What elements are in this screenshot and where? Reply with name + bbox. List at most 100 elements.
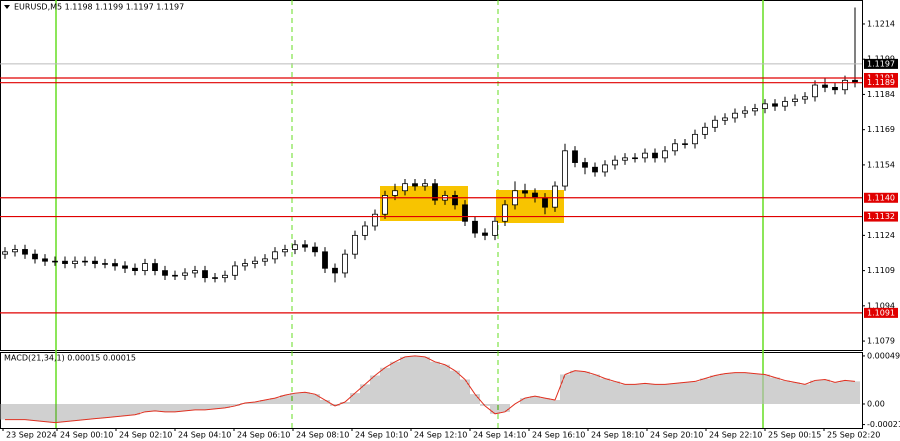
candle-body xyxy=(342,253,348,274)
candle-body xyxy=(762,103,768,109)
candle-body xyxy=(262,258,268,262)
candle-body xyxy=(242,263,248,267)
y-tick-label: 1.1094 xyxy=(867,301,895,310)
candle-body xyxy=(402,183,408,192)
candle-body xyxy=(832,86,838,91)
y-tick-label: 1.1154 xyxy=(867,160,895,169)
x-tick-label: 25 Sep 00:15 xyxy=(768,431,821,440)
candle-body xyxy=(152,263,158,272)
candle-body xyxy=(322,251,328,269)
candle-body xyxy=(532,192,538,199)
candle-body xyxy=(622,157,628,161)
y-tick-label: 1.1169 xyxy=(867,125,895,134)
candle-body xyxy=(492,220,498,236)
candle-body xyxy=(422,183,428,187)
x-tick-label: 24 Sep 04:10 xyxy=(178,431,231,440)
candle-body xyxy=(542,197,548,208)
candle-body xyxy=(702,126,708,135)
candle-body xyxy=(712,119,718,128)
candle-body xyxy=(192,270,198,274)
candle-body xyxy=(302,244,308,248)
candle-body xyxy=(772,103,778,107)
candle-body xyxy=(472,220,478,234)
candle-body xyxy=(332,267,338,274)
x-tick-label: 24 Sep 00:10 xyxy=(60,431,113,440)
level-label: 1.1140 xyxy=(867,193,895,202)
price-label-bg xyxy=(864,58,898,69)
x-tick-label: 24 Sep 02:10 xyxy=(119,431,172,440)
candle-body xyxy=(112,263,118,267)
x-tick-label: 24 Sep 10:10 xyxy=(355,431,408,440)
candle-body xyxy=(362,225,368,236)
x-tick-label: 24 Sep 22:10 xyxy=(709,431,762,440)
level-label-bg xyxy=(864,192,898,203)
candle-body xyxy=(642,152,648,159)
candle-body xyxy=(562,150,568,187)
candle-body xyxy=(432,183,438,201)
candle-body xyxy=(592,166,598,173)
level-label: 1.1132 xyxy=(867,212,895,221)
candle-body xyxy=(812,84,818,98)
candle-body xyxy=(312,246,318,253)
candle-body xyxy=(122,265,128,269)
x-tick-label: 24 Sep 12:10 xyxy=(414,431,467,440)
y-tick-label: 1.1184 xyxy=(867,90,895,99)
candle-body xyxy=(692,133,698,145)
candle-body xyxy=(672,143,678,152)
x-tick-label: 24 Sep 14:10 xyxy=(473,431,526,440)
candle-body xyxy=(522,190,528,194)
candle-body xyxy=(182,272,188,276)
candle-body xyxy=(632,157,638,160)
macd-pane-border xyxy=(0,352,863,429)
menu-arrow xyxy=(4,5,10,9)
x-tick-label: 24 Sep 06:10 xyxy=(237,431,290,440)
candle-body xyxy=(482,232,488,236)
candle-body xyxy=(552,185,558,208)
candle-body xyxy=(372,213,378,227)
macd-y-tick-label: 0.00 xyxy=(867,399,885,408)
x-tick-label: 25 Sep 02:20 xyxy=(827,431,880,440)
candle-body xyxy=(22,249,28,255)
candle-body xyxy=(652,152,658,159)
macd-title: MACD(21,34,1) 0.00015 0.00015 xyxy=(4,354,136,363)
candle-body xyxy=(822,84,828,88)
candle-body xyxy=(282,249,288,253)
candle-body xyxy=(222,274,228,279)
y-tick-label: 1.1079 xyxy=(867,337,895,346)
candle-body xyxy=(662,150,668,159)
candle-body xyxy=(12,249,18,253)
candle-body xyxy=(582,162,588,168)
candle-body xyxy=(502,204,508,222)
chart-title: EURUSD,M5 1.1198 1.1199 1.1197 1.1197 xyxy=(14,3,184,12)
candle-body xyxy=(52,260,58,263)
candle-body xyxy=(292,244,298,250)
candle-body xyxy=(682,143,688,145)
candle-body xyxy=(452,195,458,206)
candle-body xyxy=(382,195,388,215)
candle-body xyxy=(132,267,138,272)
candle-body xyxy=(752,108,758,112)
candle-body xyxy=(272,251,278,260)
macd-signal xyxy=(5,355,856,424)
candle-body xyxy=(732,112,738,119)
candle-body xyxy=(392,190,398,196)
candle-body xyxy=(602,164,608,173)
candle-body xyxy=(722,117,728,121)
candle-body xyxy=(412,183,418,187)
x-tick-label: 23 Sep 2024 xyxy=(6,431,57,440)
candle-body xyxy=(352,234,358,255)
candle-body xyxy=(232,265,238,276)
candle-body xyxy=(32,253,38,260)
candle-body xyxy=(162,270,168,276)
price-label: 1.1197 xyxy=(867,59,895,68)
candle-body xyxy=(802,96,808,100)
candle-body xyxy=(142,263,148,272)
level-label-bg xyxy=(864,211,898,222)
candle-body xyxy=(62,260,68,264)
y-tick-label: 1.1109 xyxy=(867,266,895,275)
candle-body xyxy=(102,263,108,265)
macd-y-tick-label: 0.00049 xyxy=(867,351,900,360)
candle-body xyxy=(742,110,748,114)
candle-body xyxy=(42,258,48,262)
